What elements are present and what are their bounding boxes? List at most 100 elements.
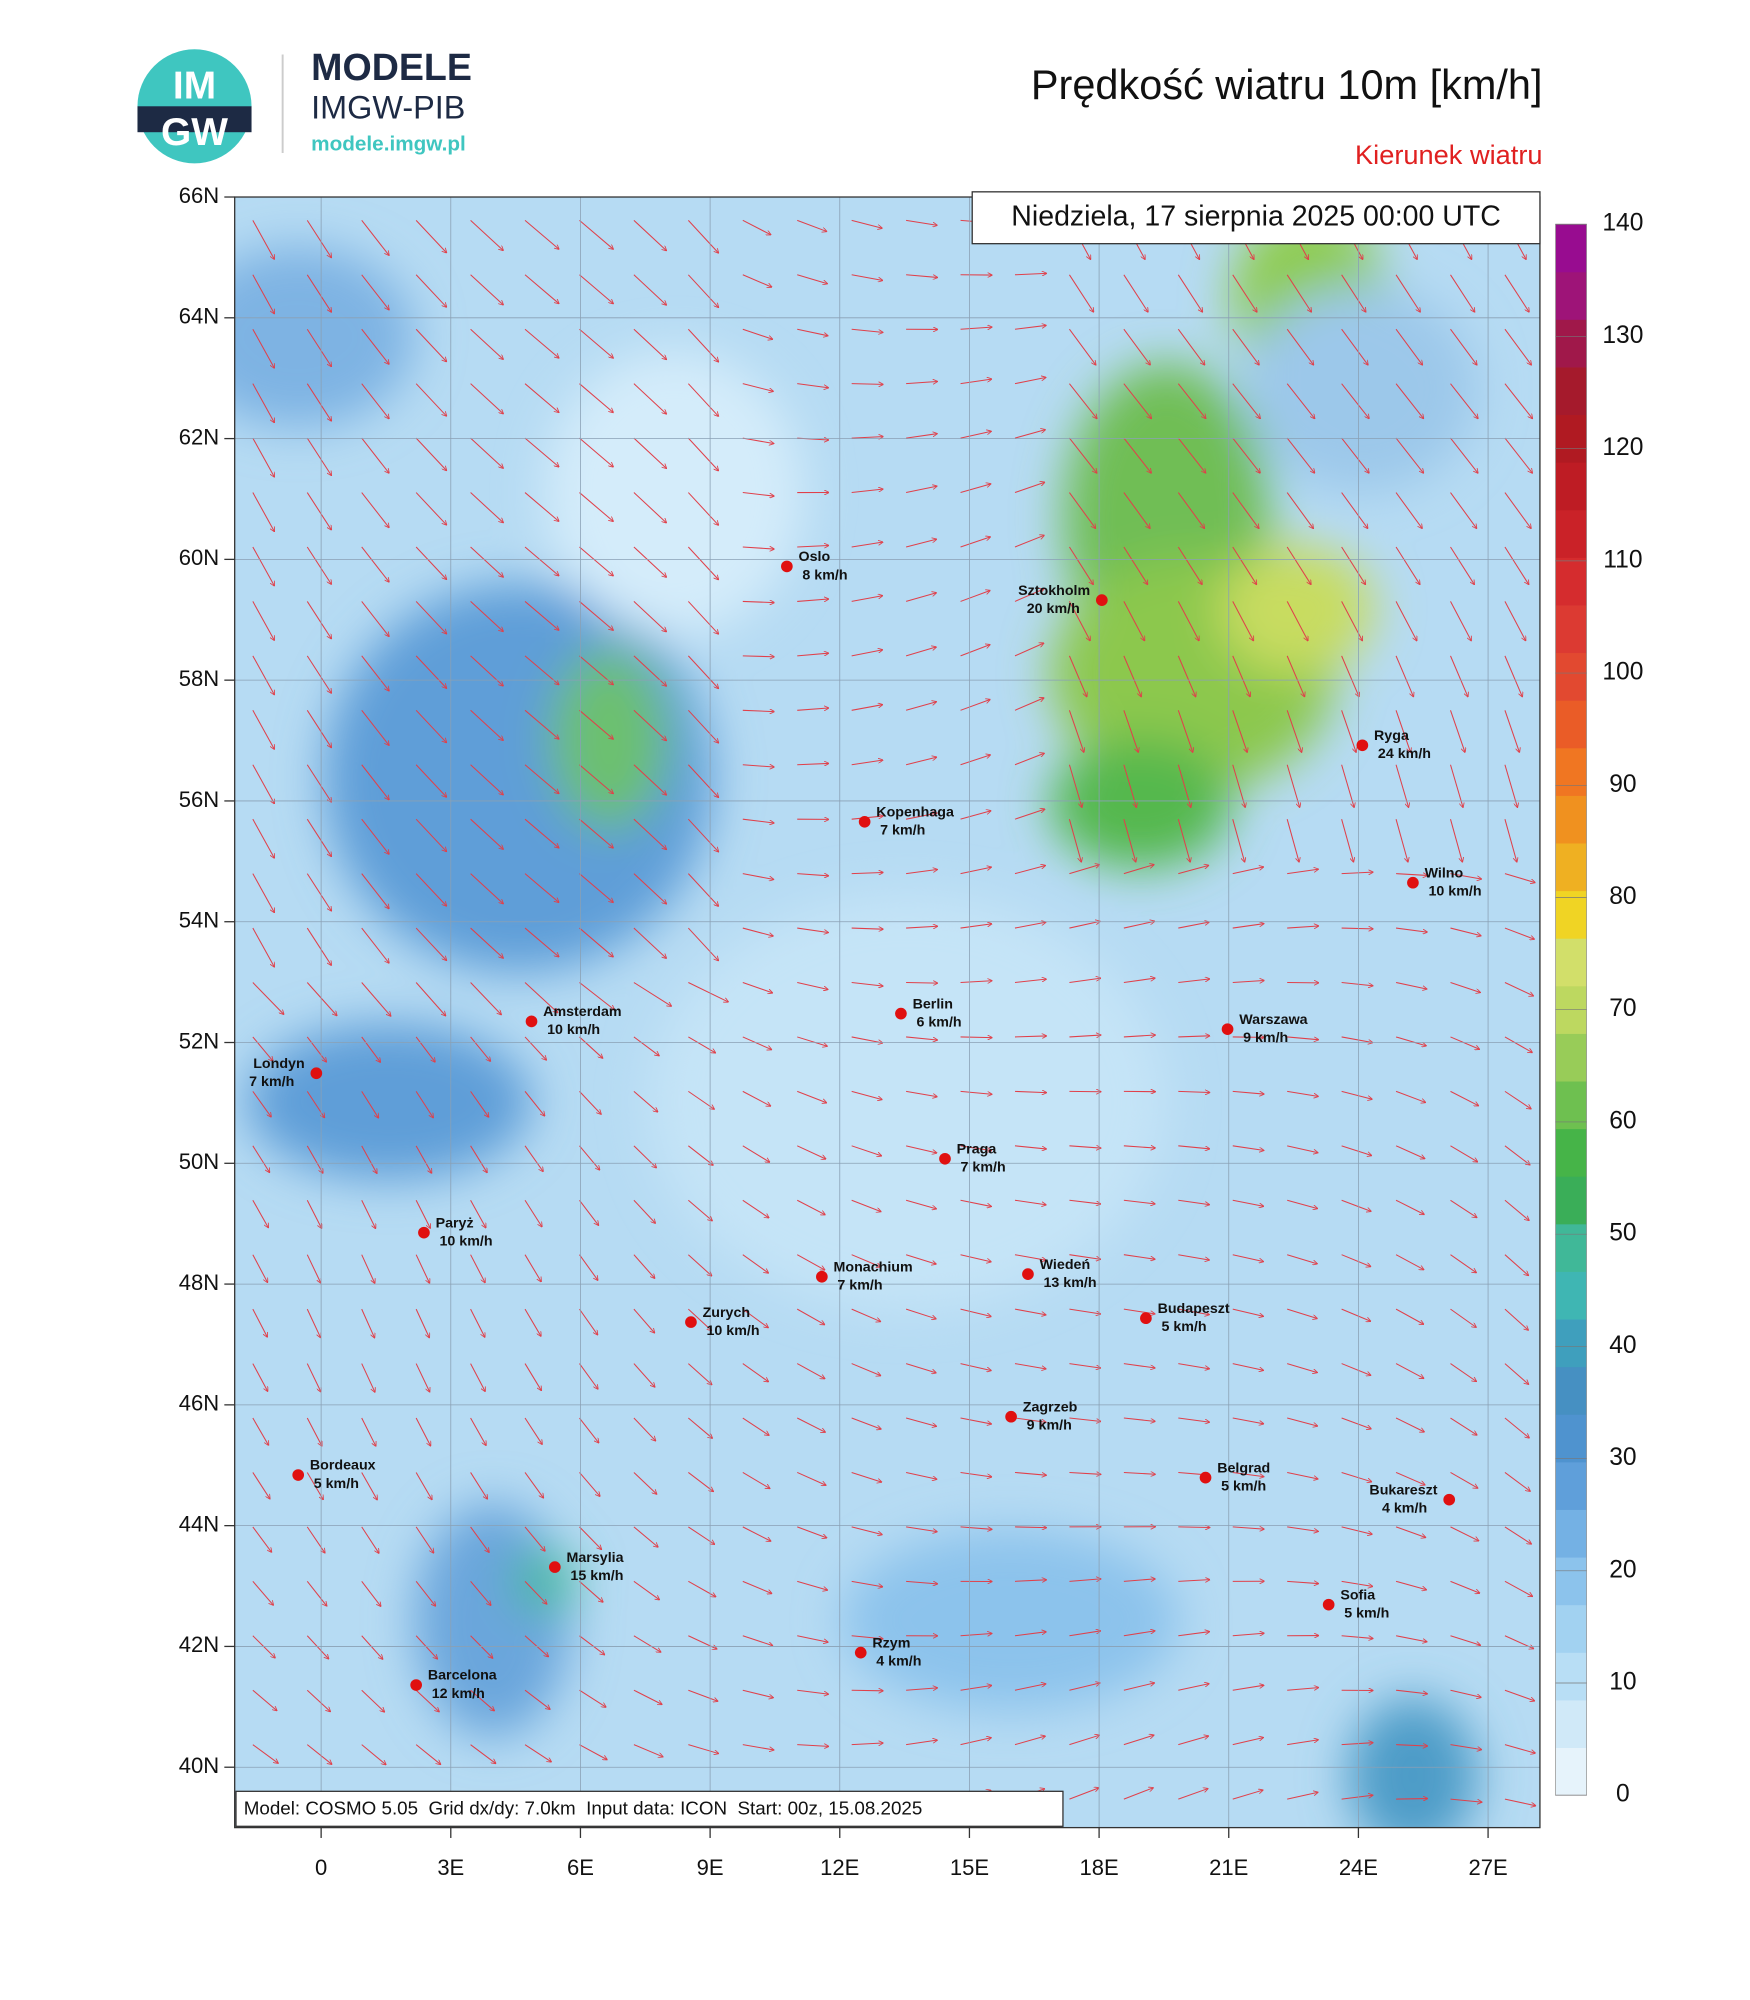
wind-arrow xyxy=(633,1036,659,1056)
wind-arrow xyxy=(1177,710,1192,752)
wind-arrow xyxy=(1178,1736,1208,1746)
wind-arrow xyxy=(470,982,501,1015)
wind-arrow xyxy=(1232,981,1264,983)
wind-arrow xyxy=(1504,1308,1528,1330)
wind-arrow xyxy=(1177,274,1202,312)
wind-arrow xyxy=(960,1090,992,1094)
city-wind: 5 km/h xyxy=(314,1476,359,1492)
wind-arrow xyxy=(905,593,936,602)
wind-arrow xyxy=(1177,546,1202,584)
wind-arrow xyxy=(742,1472,770,1488)
wind-arrow xyxy=(1178,1145,1209,1149)
wind-arrow xyxy=(906,926,937,928)
wind-arrow xyxy=(1232,655,1250,697)
wind-arrow xyxy=(252,1472,270,1498)
wind-arrow xyxy=(1069,1683,1099,1691)
wind-arrow xyxy=(1286,437,1314,473)
wind-arrow xyxy=(742,219,771,234)
wind-arrow xyxy=(361,1417,376,1446)
wind-arrow xyxy=(1504,1689,1534,1701)
colorbar-segment xyxy=(1555,605,1587,654)
wind-arrow xyxy=(1395,1036,1426,1046)
wind-arrow xyxy=(1286,328,1313,364)
city-name: Amsterdam xyxy=(543,1004,621,1020)
wind-arrow xyxy=(1450,492,1477,529)
wind-arrow xyxy=(851,1526,882,1535)
wind-arrow xyxy=(306,220,331,257)
city-name: Barcelona xyxy=(428,1668,498,1684)
wind-arrow xyxy=(633,1090,658,1111)
colorbar-tick-label: 70 xyxy=(1609,995,1636,1022)
wind-arrow xyxy=(687,601,718,633)
wind-arrow xyxy=(306,1472,323,1499)
wind-arrow xyxy=(1069,1788,1098,1800)
wind-arrow xyxy=(361,274,389,310)
city-wind: 24 km/h xyxy=(1378,746,1431,762)
colorbar-tick-label: 80 xyxy=(1609,883,1636,910)
wind-arrow xyxy=(1341,655,1359,697)
wind-arrow xyxy=(851,928,883,929)
wind-arrow xyxy=(742,1744,774,1750)
city-marker xyxy=(410,1679,422,1691)
wind-arrow xyxy=(797,328,827,335)
wind-arrow xyxy=(524,873,559,903)
wind-arrow xyxy=(960,431,991,439)
wind-arrow xyxy=(470,492,503,523)
wind-arrow xyxy=(688,1744,718,1754)
wind-arrow xyxy=(1286,274,1311,312)
wind-arrow xyxy=(906,1036,937,1040)
wind-arrow xyxy=(1286,819,1299,861)
wind-arrow xyxy=(797,1090,826,1102)
wind-arrow xyxy=(1341,546,1366,584)
city-wind: 10 km/h xyxy=(547,1022,600,1038)
wind-arrow xyxy=(524,1363,541,1391)
city-wind: 10 km/h xyxy=(1428,884,1481,900)
wind-arrow xyxy=(579,1363,597,1389)
wind-arrow xyxy=(1232,1417,1264,1424)
wind-arrow xyxy=(306,1581,326,1605)
wind-arrow xyxy=(579,1744,606,1760)
wind-arrow xyxy=(851,1690,883,1691)
wind-arrow xyxy=(306,873,331,911)
wind-arrow xyxy=(306,546,331,584)
wind-arrow xyxy=(851,705,883,711)
wind-arrow xyxy=(797,545,828,547)
city-name: Bukareszt xyxy=(1369,1482,1437,1498)
wind-arrow xyxy=(524,1689,550,1709)
wind-arrow xyxy=(1014,1684,1045,1691)
wind-arrow xyxy=(252,437,274,477)
wind-arrow xyxy=(1177,383,1205,419)
wind-arrow xyxy=(742,328,772,339)
colorbar-segment xyxy=(1555,462,1587,511)
wind-arrow xyxy=(1014,1254,1046,1260)
wind-arrow xyxy=(1395,328,1422,364)
wind-arrow xyxy=(1123,1735,1154,1746)
colorbar-segment xyxy=(1555,652,1587,701)
wind-arrow xyxy=(1232,1363,1263,1371)
wind-arrow xyxy=(1014,1199,1046,1205)
city-wind: 10 km/h xyxy=(439,1234,492,1250)
wind-arrow xyxy=(960,1417,992,1424)
wind-arrow xyxy=(415,546,446,579)
wind-arrow xyxy=(306,1526,324,1553)
wind-arrow xyxy=(470,1200,486,1227)
wind-arrow xyxy=(960,645,990,657)
wind-arrow xyxy=(851,1199,881,1211)
city-marker xyxy=(1140,1312,1152,1325)
wind-arrow xyxy=(1286,492,1313,529)
wind-arrow xyxy=(742,710,774,711)
wind-arrow xyxy=(1450,1254,1477,1273)
wind-arrow xyxy=(633,1254,655,1278)
wind-arrow xyxy=(1341,1145,1372,1156)
wind-arrow xyxy=(1504,655,1522,697)
wind-arrow xyxy=(1450,1308,1476,1327)
colorbar-segment xyxy=(1555,747,1587,796)
wind-arrow xyxy=(742,1363,768,1382)
wind-arrow xyxy=(470,1689,495,1710)
wind-arrow xyxy=(252,1744,278,1763)
wind-arrow xyxy=(1177,328,1204,364)
wind-arrow xyxy=(1069,921,1099,929)
city-marker xyxy=(418,1226,430,1239)
y-tick-label: 66N xyxy=(179,183,219,208)
wind-arrow xyxy=(1123,1146,1155,1148)
